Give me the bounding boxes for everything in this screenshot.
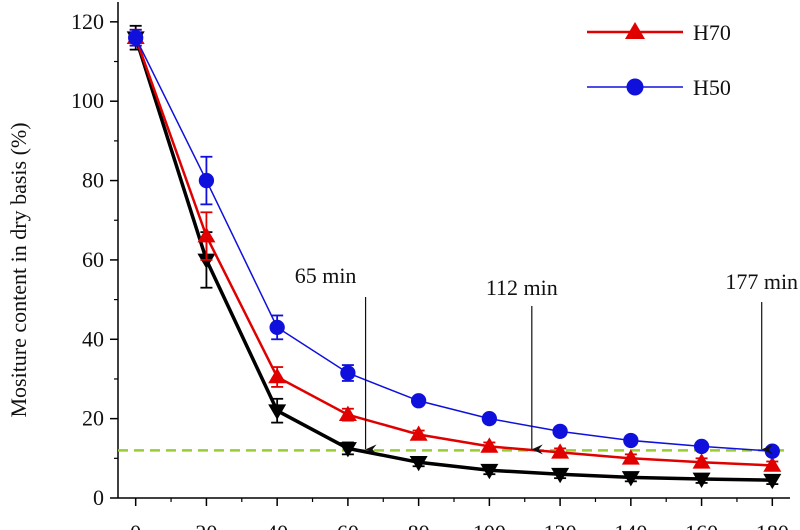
x-tick-label: 160 <box>685 520 718 530</box>
annotation-label: 65 min <box>295 263 357 288</box>
data-point <box>621 449 640 465</box>
data-point <box>338 405 357 421</box>
x-tick-label: 0 <box>130 520 141 530</box>
legend-marker <box>625 22 645 39</box>
data-point <box>409 425 428 441</box>
series-h50 <box>128 28 780 459</box>
data-point <box>621 471 640 487</box>
data-point <box>692 453 711 469</box>
annotation-label: 112 min <box>486 275 558 300</box>
data-point <box>268 404 287 420</box>
y-tick-label: 20 <box>82 406 104 431</box>
data-point <box>269 319 285 336</box>
annotation-label: 177 min <box>725 269 798 294</box>
y-tick-label: 60 <box>82 247 104 272</box>
y-tick-label: 40 <box>82 326 104 351</box>
data-point <box>551 443 570 459</box>
data-point <box>481 410 498 427</box>
x-tick-label: 60 <box>337 520 359 530</box>
data-point <box>480 463 499 480</box>
y-tick-label: 120 <box>71 9 104 34</box>
series-group <box>126 24 782 490</box>
data-point <box>693 438 710 455</box>
y-tick-label: 0 <box>93 485 104 510</box>
legend-marker <box>626 78 644 96</box>
data-point <box>551 467 570 484</box>
data-point <box>128 30 144 46</box>
data-point <box>623 432 639 449</box>
data-point <box>764 443 780 459</box>
data-point <box>409 455 428 472</box>
data-point <box>552 423 568 439</box>
data-point <box>197 253 216 269</box>
series-line <box>135 37 773 452</box>
y-tick-label: 80 <box>82 168 104 193</box>
data-point <box>480 437 499 453</box>
legend: H70 H50 <box>587 20 731 100</box>
series-line <box>134 37 773 482</box>
y-tick-label: 100 <box>71 88 104 113</box>
y-axis-title: Mositure content in dry basis (%) <box>6 122 31 417</box>
series-line <box>134 37 773 467</box>
data-point <box>763 456 782 472</box>
x-tick-label: 120 <box>544 520 577 530</box>
data-point <box>763 473 782 490</box>
annotations: 65 min 112 min 177 min <box>295 263 798 455</box>
x-tick-label: 20 <box>195 520 217 530</box>
data-point <box>410 393 427 409</box>
data-point <box>268 367 287 384</box>
x-tick-label: 180 <box>756 520 789 530</box>
data-point <box>198 172 215 189</box>
data-point <box>340 365 356 381</box>
legend-label: H50 <box>693 75 731 100</box>
data-point <box>338 442 357 458</box>
data-point <box>197 227 216 243</box>
series-h70 <box>126 28 782 472</box>
legend-item-h50: H50 <box>587 75 731 100</box>
x-tick-label: 140 <box>614 520 647 530</box>
x-tick-label: 40 <box>266 520 288 530</box>
legend-label: H70 <box>693 20 731 45</box>
data-point <box>692 472 711 488</box>
x-tick-label: 100 <box>473 520 506 530</box>
series-black <box>126 24 782 490</box>
x-tick-label: 80 <box>408 520 430 530</box>
axes: 0 20 40 60 80 100 120 0 20 40 60 80 100 120 140 160 180 <box>71 2 790 530</box>
legend-item-h70: H70 <box>587 20 731 45</box>
